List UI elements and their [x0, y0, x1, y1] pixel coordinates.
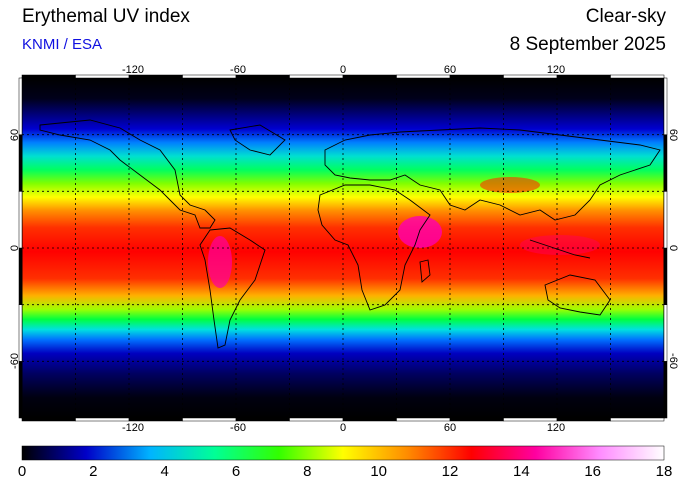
- lat-labels-right: 60 0 -60: [667, 129, 679, 369]
- uv-hotspots: [208, 177, 600, 288]
- frame-tick: [235, 417, 290, 422]
- graticule: [22, 78, 664, 418]
- frame-tick: [663, 77, 668, 135]
- map-title: Erythemal UV index: [22, 6, 190, 27]
- axis-ticks: [18, 74, 668, 422]
- lat-label-right: 60: [667, 129, 679, 141]
- frame-tick: [18, 247, 23, 305]
- colorbar-label: 8: [303, 463, 312, 480]
- colorbar-label: 6: [231, 463, 241, 480]
- frame-tick: [18, 77, 23, 135]
- frame-tick: [342, 74, 397, 79]
- lon-label-bottom: 60: [444, 422, 456, 434]
- frame-tick: [663, 361, 668, 419]
- frame-tick: [21, 417, 76, 422]
- colorbar-label: 14: [512, 463, 530, 480]
- lon-label-bottom: -120: [122, 422, 144, 434]
- frame-tick: [663, 134, 668, 192]
- frame-tick: [610, 74, 665, 79]
- frame-tick: [75, 417, 130, 422]
- frame-tick: [18, 134, 23, 192]
- lat-label-right: 0: [667, 245, 679, 251]
- lon-label-top: -60: [230, 64, 246, 76]
- frame-tick: [182, 74, 237, 79]
- frame-tick: [18, 304, 23, 362]
- frame-tick: [396, 417, 451, 422]
- lon-label-top: 0: [340, 64, 346, 76]
- colorbar-label: 12: [441, 463, 459, 480]
- lat-label-left: 0: [9, 245, 21, 251]
- lon-labels-bottom: -120 -60 0 60 120: [122, 422, 565, 434]
- colorbar-label: 2: [89, 463, 98, 480]
- lat-label-right: -60: [667, 353, 679, 369]
- frame-tick: [21, 74, 76, 79]
- lon-labels-top: -120 -60 0 60 120: [122, 64, 565, 76]
- frame-tick: [289, 74, 344, 79]
- lat-label-left: 60: [9, 129, 21, 141]
- lon-label-top: 60: [444, 64, 456, 76]
- frame-tick: [75, 74, 130, 79]
- lon-label-bottom: 120: [547, 422, 565, 434]
- frame-tick: [182, 417, 237, 422]
- colorbar-label: 0: [17, 463, 27, 480]
- frame-tick: [556, 417, 611, 422]
- frame-tick: [18, 191, 23, 249]
- colorbar: [21, 445, 665, 461]
- frame-tick: [610, 417, 665, 422]
- coastlines: [39, 119, 661, 349]
- credit-label: KNMI / ESA: [22, 36, 103, 53]
- colorbar-label: 18: [655, 463, 673, 480]
- lon-label-bottom: 0: [340, 422, 346, 434]
- frame-tick: [342, 417, 397, 422]
- frame-tick: [663, 191, 668, 249]
- frame-tick: [663, 304, 668, 362]
- lon-label-bottom: -60: [230, 422, 246, 434]
- frame-tick: [449, 74, 504, 79]
- frame-tick: [396, 74, 451, 79]
- lat-labels-left: 60 0 -60: [9, 129, 21, 369]
- frame-tick: [449, 417, 504, 422]
- date-label: 8 September 2025: [509, 34, 666, 55]
- lon-label-top: -120: [122, 64, 144, 76]
- frame-tick: [289, 417, 344, 422]
- lat-label-left: -60: [9, 353, 21, 369]
- colorbar-label: 16: [584, 463, 601, 480]
- frame-tick: [503, 417, 558, 422]
- frame-tick: [128, 417, 183, 422]
- colorbar-label: 4: [160, 463, 169, 480]
- colorbar-label: 10: [370, 463, 387, 480]
- frame-tick: [663, 247, 668, 305]
- lon-label-top: 120: [547, 64, 565, 76]
- sky-condition-label: Clear-sky: [585, 6, 666, 27]
